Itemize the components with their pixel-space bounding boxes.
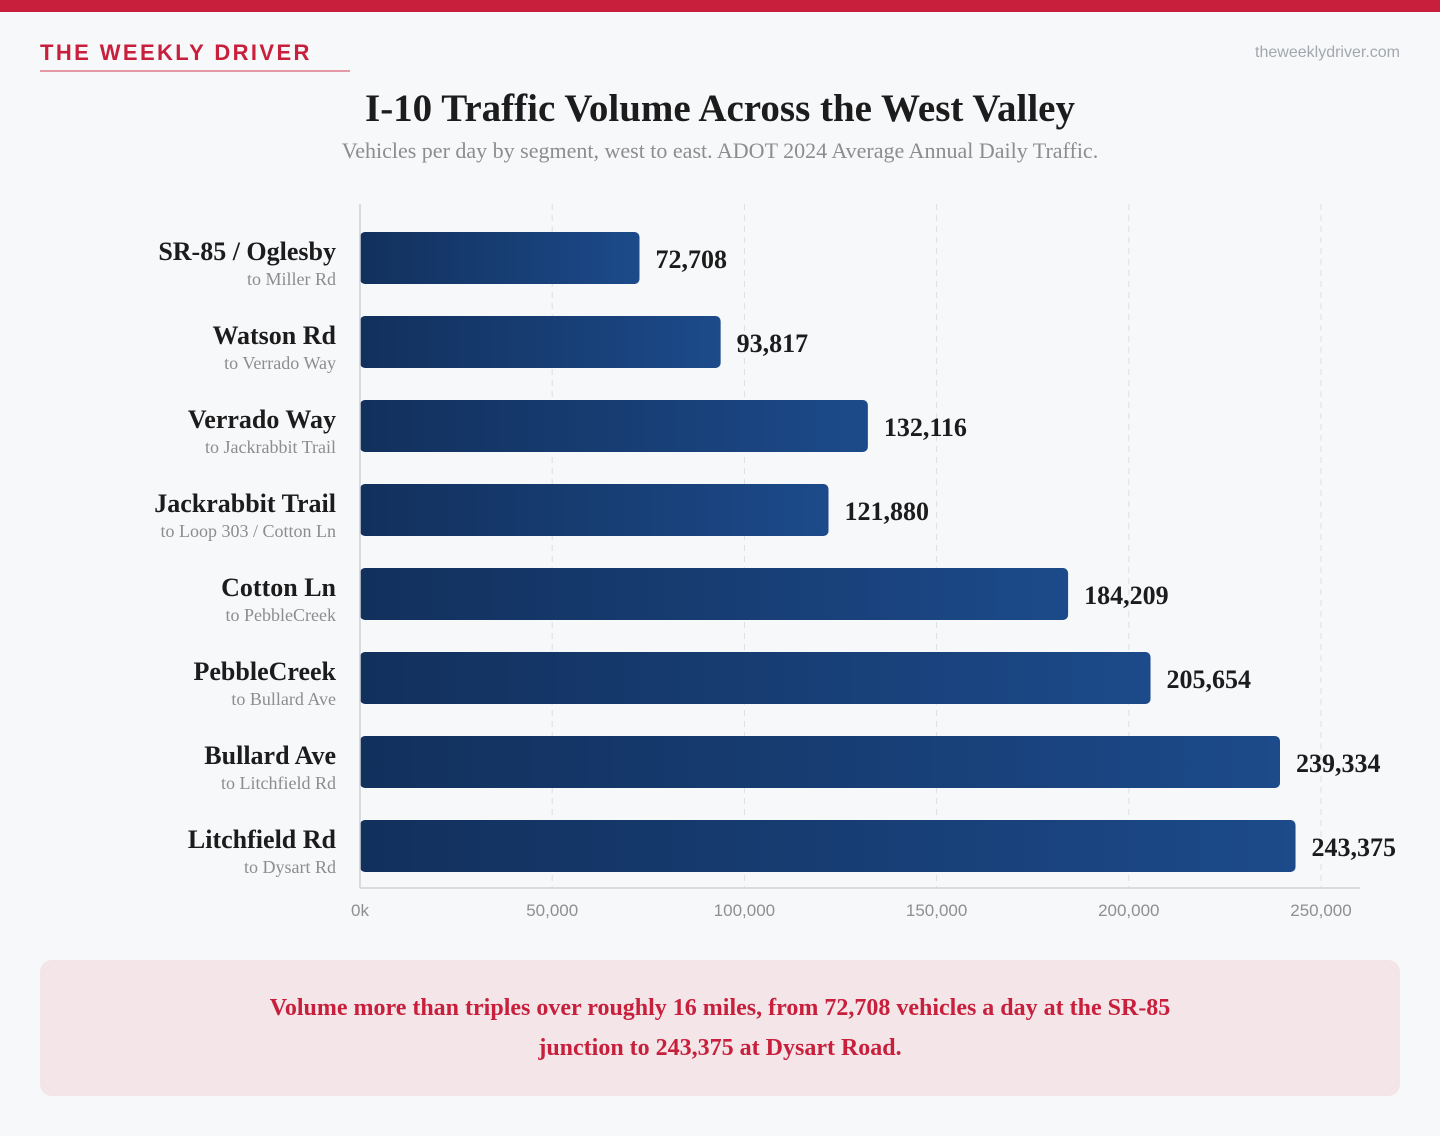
callout-box: Volume more than triples over roughly 16… (40, 960, 1400, 1096)
bar-value-label: 132,116 (884, 413, 967, 442)
bar (360, 568, 1069, 620)
top-accent-bar (0, 0, 1440, 12)
brand-name: THE WEEKLY DRIVER (40, 40, 312, 65)
x-tick-label: 150,000 (906, 901, 967, 920)
category-sublabel: to Loop 303 / Cotton Ln (161, 521, 337, 541)
bar (360, 652, 1151, 704)
x-tick-label: 250,000 (1290, 901, 1351, 920)
bar-value-label: 184,209 (1084, 581, 1169, 610)
category-sublabel: to Dysart Rd (244, 857, 336, 877)
bar (360, 736, 1280, 788)
category-sublabel: to Verrado Way (224, 353, 336, 373)
category-sublabel: to Litchfield Rd (221, 773, 336, 793)
bar (360, 820, 1296, 872)
bar (360, 484, 829, 536)
bar-chart: 0k 50,000 100,000 150,000 200,000 250,000 72,7… (154, 204, 1397, 920)
x-tick-label: 100,000 (714, 901, 775, 920)
bar (360, 232, 640, 284)
x-tick-label: 0k (351, 901, 369, 920)
bar-value-label: 243,375 (1312, 833, 1397, 862)
bar-value-label: 205,654 (1167, 665, 1252, 694)
callout-text: Volume more than triples over roughly 16… (269, 995, 1171, 1061)
category-label: Jackrabbit Trail (154, 489, 336, 518)
bar-value-label: 93,817 (737, 329, 809, 358)
bar-value-label: 239,334 (1296, 749, 1381, 778)
bar-value-label: 121,880 (845, 497, 930, 526)
category-sublabel: to PebbleCreek (226, 605, 336, 625)
category-label: Watson Rd (212, 321, 336, 350)
chart-title: I-10 Traffic Volume Across the West Vall… (365, 87, 1075, 130)
category-sublabel: to Jackrabbit Trail (205, 437, 336, 457)
category-label: PebbleCreek (194, 657, 337, 686)
x-tick-label: 200,000 (1098, 901, 1159, 920)
x-tick-label: 50,000 (526, 901, 578, 920)
chart-subtitle: Vehicles per day by segment, west to eas… (341, 138, 1099, 163)
category-label: Litchfield Rd (188, 825, 337, 854)
bar (360, 316, 721, 368)
brand-underline (40, 70, 350, 72)
bar (360, 400, 868, 452)
category-sublabel: to Miller Rd (247, 269, 336, 289)
site-url[interactable]: theweeklydriver.com (1255, 44, 1400, 61)
category-sublabel: to Bullard Ave (231, 689, 336, 709)
category-label: Bullard Ave (204, 741, 336, 770)
bar-value-label: 72,708 (655, 245, 727, 274)
category-label: SR-85 / Oglesby (158, 237, 336, 266)
category-label: Cotton Ln (221, 573, 336, 602)
category-label: Verrado Way (188, 405, 336, 434)
